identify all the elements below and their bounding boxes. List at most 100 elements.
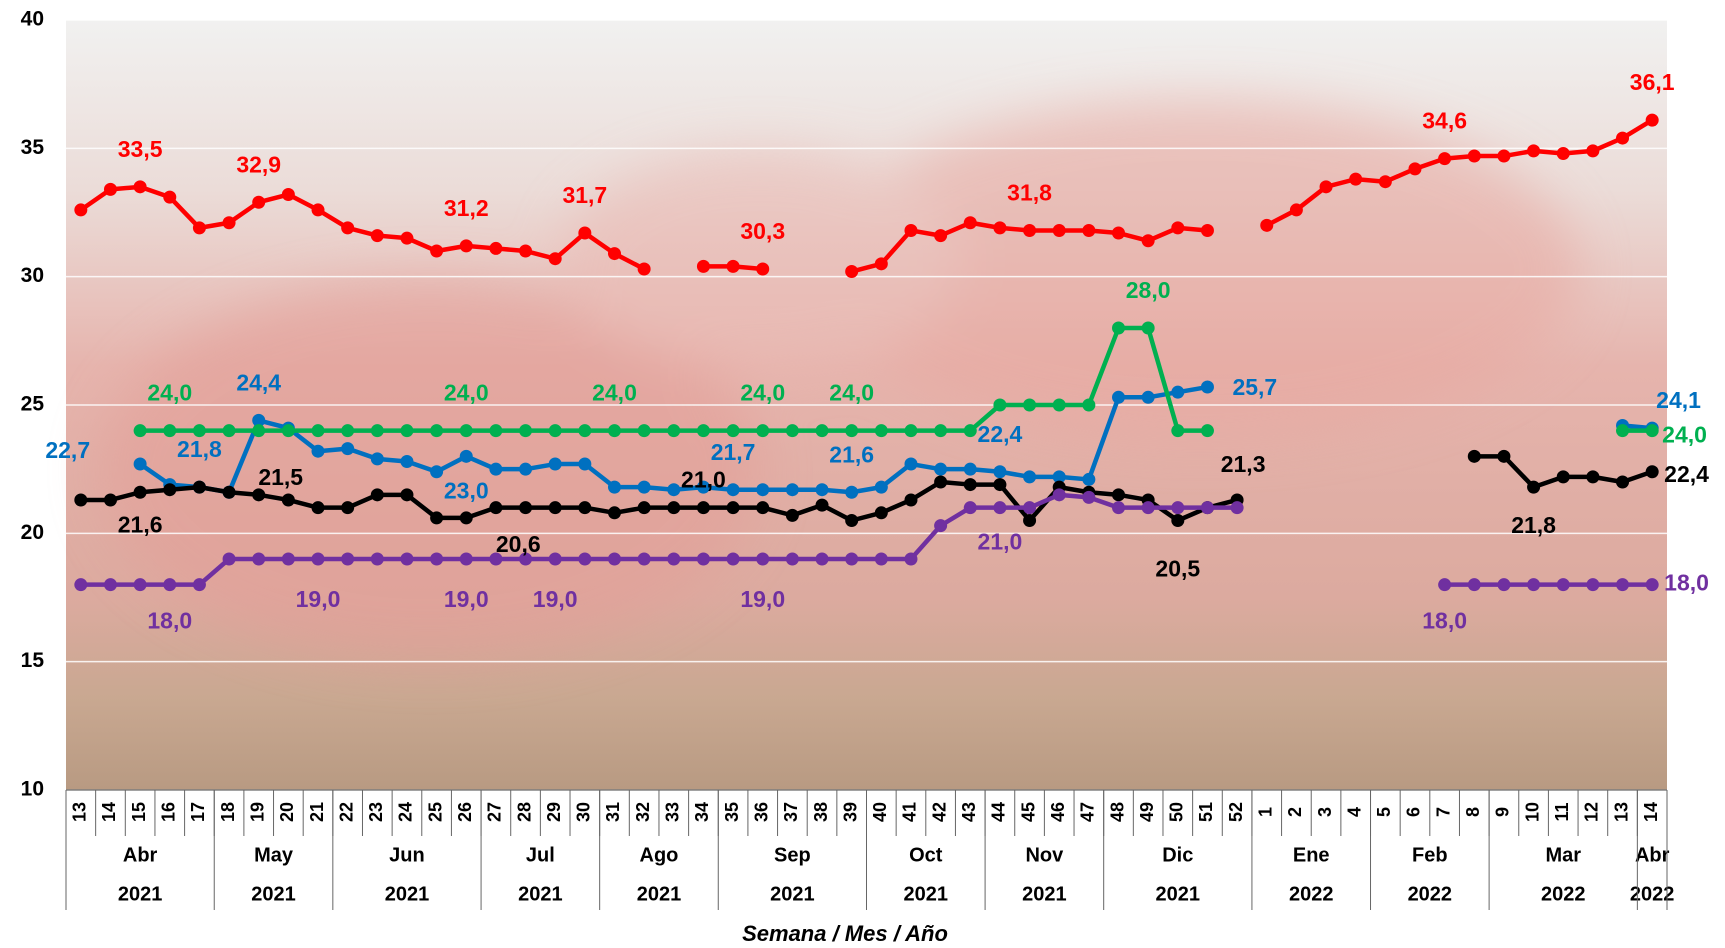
data-point bbox=[638, 262, 651, 275]
value-label: 20,5 bbox=[1155, 556, 1200, 582]
value-label: 32,9 bbox=[236, 151, 281, 177]
x-tick-label: 21 bbox=[307, 802, 327, 822]
month-label: Ago bbox=[640, 844, 679, 866]
data-point bbox=[1082, 224, 1095, 237]
year-label: 2021 bbox=[251, 883, 296, 905]
data-point bbox=[845, 265, 858, 278]
data-point bbox=[1023, 224, 1036, 237]
data-point bbox=[1349, 173, 1362, 186]
data-point bbox=[638, 424, 651, 437]
data-point bbox=[252, 553, 265, 566]
data-point bbox=[727, 553, 740, 566]
data-point bbox=[608, 553, 621, 566]
x-tick-label: 34 bbox=[692, 802, 712, 822]
data-point bbox=[727, 483, 740, 496]
x-tick-label: 16 bbox=[159, 802, 179, 822]
data-point bbox=[1023, 399, 1036, 412]
data-point bbox=[430, 511, 443, 524]
value-label: 21,3 bbox=[1221, 451, 1266, 477]
data-point bbox=[993, 399, 1006, 412]
data-point bbox=[282, 493, 295, 506]
data-point bbox=[578, 553, 591, 566]
data-point bbox=[460, 239, 473, 252]
value-label: 33,5 bbox=[118, 136, 163, 162]
x-tick-label: 20 bbox=[277, 802, 297, 822]
data-point bbox=[1616, 424, 1629, 437]
value-label: 25,7 bbox=[1232, 374, 1277, 400]
value-label: 30,3 bbox=[740, 218, 785, 244]
data-point bbox=[904, 493, 917, 506]
data-point bbox=[934, 476, 947, 489]
data-point bbox=[489, 242, 502, 255]
data-point bbox=[400, 424, 413, 437]
data-point bbox=[904, 424, 917, 437]
x-axis-title: Semana / Mes / Año bbox=[742, 921, 948, 946]
data-point bbox=[756, 424, 769, 437]
value-label: 18,0 bbox=[147, 608, 192, 634]
data-point bbox=[519, 463, 532, 476]
month-label: Oct bbox=[909, 844, 943, 866]
value-label: 19,0 bbox=[296, 586, 341, 612]
year-label: 2022 bbox=[1630, 883, 1675, 905]
month-label: Dic bbox=[1162, 844, 1193, 866]
data-point bbox=[786, 553, 799, 566]
data-point bbox=[193, 578, 206, 591]
data-point bbox=[993, 465, 1006, 478]
value-label: 31,8 bbox=[1007, 180, 1052, 206]
data-point bbox=[223, 216, 236, 229]
data-point bbox=[134, 458, 147, 471]
data-point bbox=[549, 252, 562, 265]
data-point bbox=[578, 501, 591, 514]
data-point bbox=[1023, 514, 1036, 527]
value-label: 31,2 bbox=[444, 195, 489, 221]
data-point bbox=[934, 229, 947, 242]
x-tick-label: 33 bbox=[663, 802, 683, 822]
x-tick-label: 42 bbox=[929, 802, 949, 822]
data-point bbox=[727, 260, 740, 273]
data-point bbox=[341, 442, 354, 455]
month-label: Abr bbox=[123, 844, 158, 866]
data-point bbox=[1171, 501, 1184, 514]
data-point bbox=[371, 424, 384, 437]
y-tick-label: 10 bbox=[21, 778, 44, 801]
month-label: Jul bbox=[526, 844, 555, 866]
data-point bbox=[1438, 578, 1451, 591]
data-point bbox=[578, 227, 591, 240]
data-point bbox=[638, 553, 651, 566]
data-point bbox=[786, 483, 799, 496]
value-label: 21,6 bbox=[829, 441, 874, 467]
x-tick-label: 52 bbox=[1226, 802, 1246, 822]
value-label: 22,7 bbox=[45, 437, 90, 463]
data-point bbox=[875, 257, 888, 270]
data-point bbox=[1112, 501, 1125, 514]
data-point bbox=[1586, 144, 1599, 157]
x-tick-label: 39 bbox=[840, 802, 860, 822]
data-point bbox=[489, 424, 502, 437]
data-point bbox=[430, 465, 443, 478]
data-point bbox=[667, 553, 680, 566]
data-point bbox=[371, 452, 384, 465]
data-point bbox=[608, 247, 621, 260]
data-point bbox=[638, 481, 651, 494]
data-point bbox=[489, 501, 502, 514]
data-point bbox=[667, 501, 680, 514]
x-tick-label: 38 bbox=[811, 802, 831, 822]
data-point bbox=[549, 458, 562, 471]
x-tick-label: 30 bbox=[574, 802, 594, 822]
value-label: 21,0 bbox=[978, 529, 1023, 555]
data-point bbox=[904, 458, 917, 471]
year-label: 2022 bbox=[1408, 883, 1453, 905]
data-point bbox=[964, 424, 977, 437]
x-tick-label: 44 bbox=[989, 802, 1009, 822]
data-point bbox=[1082, 491, 1095, 504]
data-point bbox=[1231, 501, 1244, 514]
x-tick-label: 32 bbox=[633, 802, 653, 822]
x-tick-label: 13 bbox=[70, 802, 90, 822]
data-point bbox=[1527, 144, 1540, 157]
data-point bbox=[1527, 481, 1540, 494]
data-point bbox=[549, 424, 562, 437]
year-label: 2021 bbox=[1022, 883, 1067, 905]
data-point bbox=[964, 478, 977, 491]
x-tick-label: 14 bbox=[99, 802, 119, 822]
data-point bbox=[786, 424, 799, 437]
